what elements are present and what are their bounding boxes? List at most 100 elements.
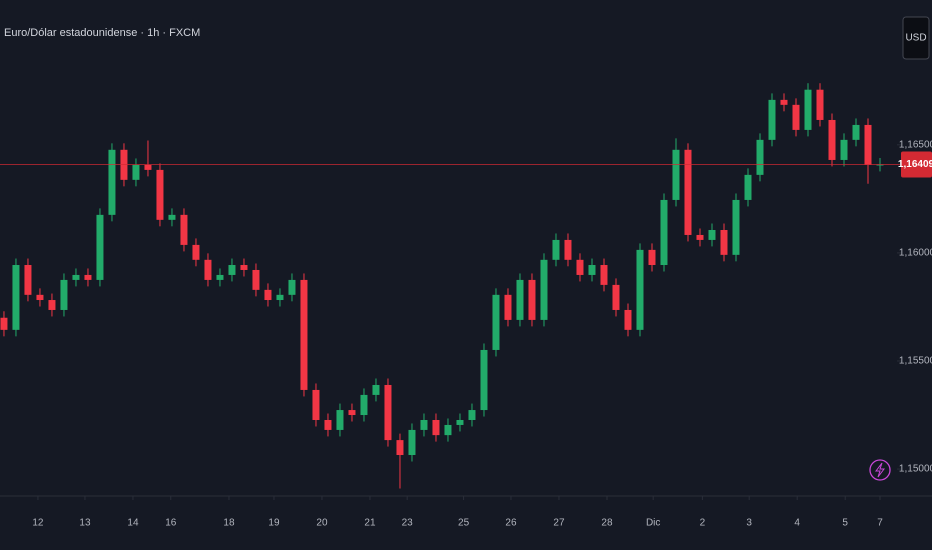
candle-body <box>432 419 440 436</box>
candle-body <box>0 317 8 330</box>
alert-icon-bolt[interactable] <box>875 462 885 478</box>
x-tick-label: 13 <box>79 518 91 529</box>
last-price-box <box>901 151 932 178</box>
candle-body <box>852 124 860 140</box>
candle-body <box>276 294 284 301</box>
candle-body <box>372 384 380 395</box>
candle-body <box>636 249 644 330</box>
candle-body <box>864 124 872 165</box>
candle-body <box>132 164 140 180</box>
candle-body <box>216 274 224 280</box>
x-tick-label: 2 <box>700 518 706 529</box>
candle-body <box>648 249 656 266</box>
candle-body <box>840 139 848 160</box>
x-tick-label: 25 <box>458 518 470 529</box>
candle-body <box>12 265 20 330</box>
x-tick-label: 28 <box>601 518 613 529</box>
candle-body <box>144 164 152 170</box>
candle-body <box>396 440 404 456</box>
candle-body <box>768 99 776 140</box>
candle-body <box>492 294 500 350</box>
x-tick-label: 20 <box>316 518 328 529</box>
candle-body <box>240 265 248 270</box>
x-tick-label: 27 <box>553 518 565 529</box>
x-tick-label: 3 <box>746 518 752 529</box>
candle-body <box>324 419 332 430</box>
candle-body <box>744 174 752 200</box>
alert-icon-circle[interactable] <box>869 459 891 481</box>
x-tick-label: 5 <box>842 518 848 529</box>
candle-body <box>684 149 692 235</box>
candle-body <box>72 274 80 280</box>
currency-button-box[interactable] <box>902 16 930 60</box>
candle-body <box>228 265 236 275</box>
candle-body <box>420 419 428 430</box>
x-tick-label: 7 <box>877 518 883 529</box>
candle-body <box>456 419 464 425</box>
currency-button[interactable]: USD <box>902 16 930 60</box>
candle-body <box>96 214 104 280</box>
candle-body <box>720 229 728 255</box>
x-tick-label: 21 <box>364 518 376 529</box>
candle-body <box>84 274 92 280</box>
currency-button-label[interactable]: USD <box>905 33 926 44</box>
candle-body <box>588 265 596 275</box>
x-tick-label: 19 <box>268 518 280 529</box>
candle-body <box>312 389 320 420</box>
candle-body <box>156 169 164 220</box>
candle-body <box>36 294 44 301</box>
candle-body <box>612 284 620 310</box>
candle-body <box>732 199 740 255</box>
candle-body <box>552 239 560 260</box>
candle-body <box>516 279 524 320</box>
last-price-label: 1,16409 <box>898 159 932 170</box>
y-tick-label: 1,15500 <box>899 356 932 367</box>
candle-body <box>108 149 116 215</box>
candle-body <box>480 349 488 411</box>
y-tick-label: 1,16000 <box>899 248 932 259</box>
candle-body <box>576 259 584 275</box>
candle-body <box>48 300 56 310</box>
candle-body <box>384 384 392 441</box>
x-tick-label: Dic <box>646 518 660 529</box>
candle-body <box>468 410 476 420</box>
x-tick-label: 16 <box>165 518 177 529</box>
x-tick-label: 14 <box>127 518 139 529</box>
candle-body <box>672 149 680 200</box>
y-tick-label: 1,16500 <box>899 139 932 150</box>
candle-body <box>168 214 176 220</box>
candle-body <box>564 239 572 260</box>
candle-body <box>792 104 800 130</box>
candle-body <box>816 89 824 120</box>
candle-body <box>192 244 200 260</box>
candle-body <box>252 269 260 290</box>
x-tick-label: 23 <box>402 518 414 529</box>
x-tick-label: 4 <box>794 518 800 529</box>
candle-body <box>60 279 68 310</box>
candle-body <box>600 265 608 285</box>
candle-body <box>708 229 716 240</box>
candle-body <box>696 234 704 240</box>
candle-body <box>444 424 452 436</box>
candles <box>0 83 884 489</box>
x-tick-label: 26 <box>505 518 517 529</box>
candle-body <box>804 89 812 130</box>
y-tick-label: 1,15000 <box>899 464 932 475</box>
candle-body <box>540 259 548 320</box>
alert-icon[interactable] <box>869 459 891 481</box>
candle-body <box>528 279 536 320</box>
candle-body <box>660 199 668 266</box>
candle-body <box>408 429 416 456</box>
candle-body <box>624 309 632 330</box>
candle-body <box>504 294 512 320</box>
x-tick-label: 18 <box>223 518 235 529</box>
candle-body <box>300 279 308 390</box>
candle-body <box>288 279 296 295</box>
candle-body <box>204 259 212 280</box>
candle-body <box>264 289 272 301</box>
candle-body <box>348 410 356 416</box>
candle-body <box>780 99 788 105</box>
